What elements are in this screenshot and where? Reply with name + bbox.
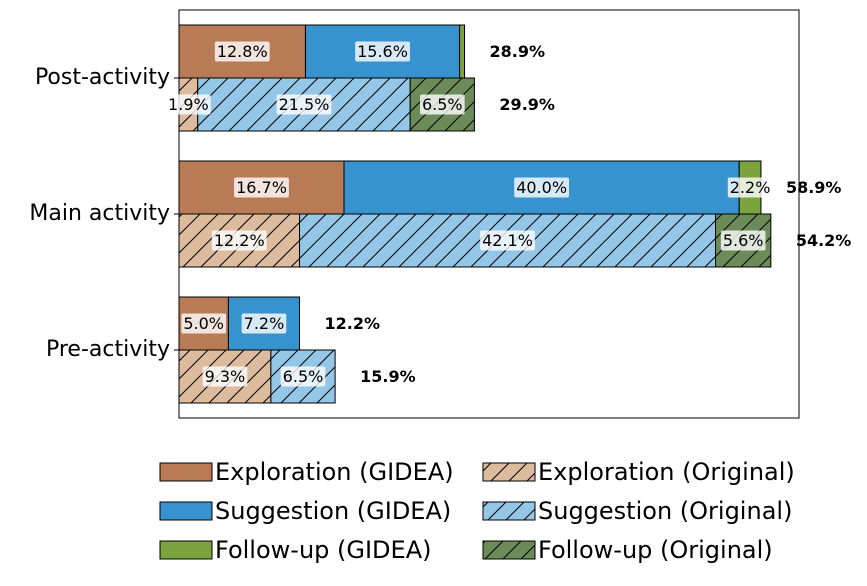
- label-box: [514, 177, 570, 198]
- data-label: 42.1%: [480, 230, 535, 251]
- data-label-text: 12.2%: [214, 231, 265, 250]
- data-label: 1.9%: [166, 94, 211, 115]
- data-label-text: 9.3%: [205, 367, 246, 386]
- data-label: 40.0%: [514, 177, 570, 198]
- data-label-text: 6.5%: [283, 367, 324, 386]
- legend-label: Suggestion (GIDEA): [215, 497, 451, 525]
- data-label-text: 5.6%: [723, 231, 764, 250]
- data-label: 6.5%: [419, 94, 465, 115]
- label-box: [234, 177, 289, 198]
- data-label-text: 7.2%: [244, 314, 285, 333]
- data-label: 2.2%: [727, 177, 773, 198]
- total-label: 58.9%: [786, 178, 842, 197]
- total-label: 29.9%: [499, 95, 555, 114]
- legend-swatch: [482, 540, 536, 560]
- data-label: 5.0%: [181, 313, 227, 334]
- label-box: [241, 313, 287, 334]
- data-label: 7.2%: [241, 313, 287, 334]
- data-label-text: 12.8%: [217, 42, 268, 61]
- label-box: [419, 94, 465, 115]
- total-label: 15.9%: [360, 367, 416, 386]
- label-box: [720, 230, 766, 251]
- data-label: 16.7%: [234, 177, 289, 198]
- y-tick-label: Pre-activity: [46, 337, 170, 362]
- legend-label: Exploration (GIDEA): [215, 458, 454, 486]
- legend-label: Follow-up (Original): [538, 536, 773, 564]
- total-label: 54.2%: [796, 231, 852, 250]
- legend-label: Follow-up (GIDEA): [215, 536, 431, 564]
- label-box: [166, 94, 211, 115]
- bar-segment: [459, 24, 466, 79]
- label-box: [276, 94, 332, 115]
- label-box: [280, 366, 326, 387]
- y-tick-label: Main activity: [29, 201, 170, 226]
- label-box: [202, 366, 248, 387]
- data-label: 6.5%: [280, 366, 326, 387]
- legend-swatch: [482, 501, 536, 521]
- legend-swatch: [482, 462, 536, 482]
- data-label-text: 42.1%: [482, 231, 533, 250]
- data-label: 21.5%: [276, 94, 332, 115]
- data-label-text: 16.7%: [236, 178, 287, 197]
- data-label-text: 15.6%: [357, 42, 408, 61]
- data-label-text: 40.0%: [516, 178, 567, 197]
- label-box: [214, 41, 270, 62]
- label-box: [181, 313, 227, 334]
- data-label: 12.8%: [214, 41, 270, 62]
- data-label-text: 21.5%: [279, 95, 330, 114]
- data-label-text: 2.2%: [730, 178, 771, 197]
- legend-swatch: [159, 462, 213, 482]
- legend-label: Exploration (Original): [538, 458, 795, 486]
- data-label-text: 1.9%: [168, 95, 209, 114]
- total-label: 12.2%: [325, 314, 381, 333]
- legend-swatch: [159, 540, 213, 560]
- legend-label: Suggestion (Original): [538, 497, 792, 525]
- data-label: 12.2%: [211, 230, 267, 251]
- data-label-text: 5.0%: [183, 314, 224, 333]
- total-label: 28.9%: [490, 42, 546, 61]
- label-box: [355, 41, 410, 62]
- label-box: [727, 177, 773, 198]
- data-label: 9.3%: [202, 366, 248, 387]
- y-tick-label: Post-activity: [35, 65, 170, 90]
- data-label-text: 6.5%: [422, 95, 463, 114]
- label-box: [480, 230, 535, 251]
- data-label: 15.6%: [355, 41, 410, 62]
- legend-swatch: [159, 501, 213, 521]
- label-box: [211, 230, 267, 251]
- data-label: 5.6%: [720, 230, 766, 251]
